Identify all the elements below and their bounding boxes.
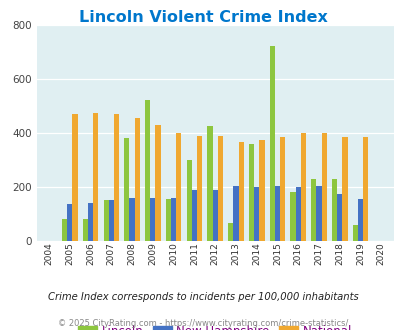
Bar — [315, 185, 321, 241]
Bar — [109, 200, 114, 241]
Bar — [191, 189, 196, 241]
Bar — [88, 203, 93, 241]
Bar — [254, 187, 259, 241]
Bar — [124, 138, 129, 241]
Bar — [207, 126, 212, 241]
Bar — [165, 199, 171, 241]
Bar — [362, 137, 367, 241]
Bar — [171, 198, 176, 241]
Text: Crime Index corresponds to incidents per 100,000 inhabitants: Crime Index corresponds to incidents per… — [47, 292, 358, 302]
Bar — [186, 160, 191, 241]
Bar — [145, 100, 150, 241]
Bar — [62, 219, 67, 241]
Bar — [337, 194, 341, 241]
Text: © 2025 CityRating.com - https://www.cityrating.com/crime-statistics/: © 2025 CityRating.com - https://www.city… — [58, 319, 347, 328]
Bar — [196, 136, 202, 241]
Bar — [269, 47, 274, 241]
Bar — [155, 125, 160, 241]
Bar — [103, 200, 109, 241]
Bar — [150, 198, 155, 241]
Legend: Lincoln, New Hampshire, National: Lincoln, New Hampshire, National — [73, 320, 356, 330]
Bar — [72, 114, 77, 241]
Bar — [259, 140, 264, 241]
Bar — [129, 198, 134, 241]
Bar — [321, 133, 326, 241]
Bar — [331, 179, 337, 241]
Bar — [233, 185, 238, 241]
Bar — [238, 142, 243, 241]
Bar — [311, 179, 315, 241]
Bar — [295, 187, 300, 241]
Bar — [93, 113, 98, 241]
Bar — [176, 133, 181, 241]
Bar — [341, 137, 347, 241]
Bar — [279, 137, 285, 241]
Bar — [67, 204, 72, 241]
Bar — [134, 118, 140, 241]
Bar — [290, 192, 295, 241]
Bar — [352, 225, 357, 241]
Bar — [217, 136, 222, 241]
Bar — [83, 219, 88, 241]
Bar — [212, 189, 217, 241]
Bar — [357, 199, 362, 241]
Bar — [114, 114, 119, 241]
Bar — [228, 223, 233, 241]
Bar — [300, 133, 305, 241]
Bar — [248, 144, 254, 241]
Bar — [274, 185, 279, 241]
Text: Lincoln Violent Crime Index: Lincoln Violent Crime Index — [79, 10, 326, 25]
